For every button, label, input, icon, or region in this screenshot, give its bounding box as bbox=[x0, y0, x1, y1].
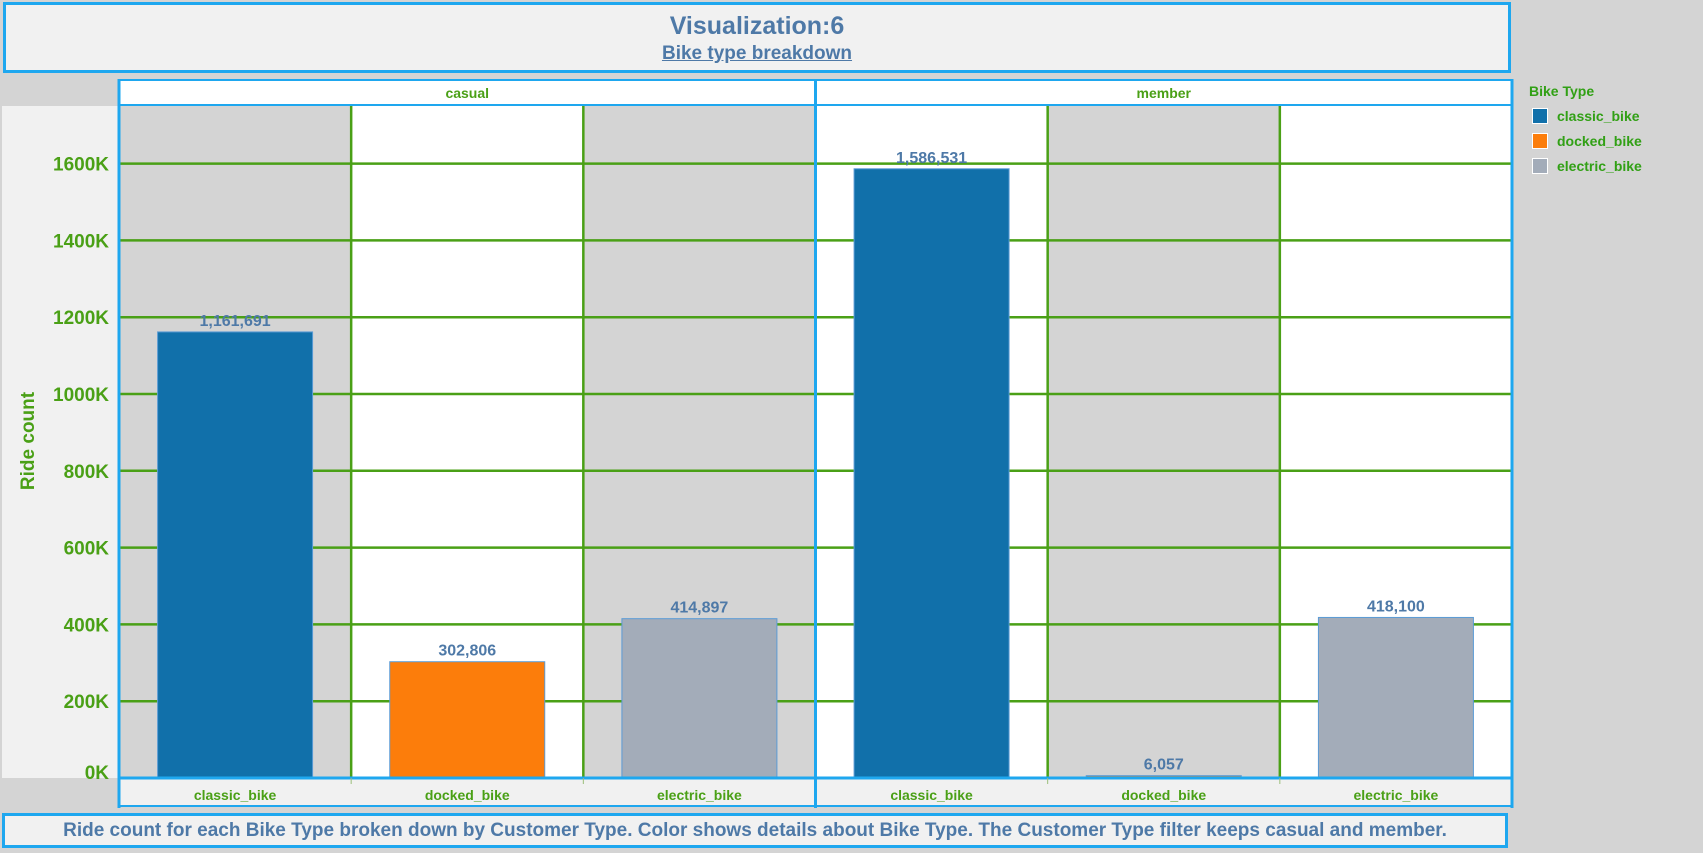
legend-swatch bbox=[1532, 157, 1548, 174]
panel-header-member: member bbox=[1137, 85, 1192, 101]
caption: Ride count for each Bike Type broken dow… bbox=[2, 813, 1508, 848]
x-tick-label: docked_bike bbox=[1121, 787, 1206, 803]
x-tick-label: docked_bike bbox=[425, 787, 510, 803]
title-panel: Visualization:6 Bike type breakdown bbox=[3, 2, 1511, 73]
legend-label: electric_bike bbox=[1557, 157, 1642, 174]
data-label: 1,161,691 bbox=[199, 313, 270, 330]
data-label: 302,806 bbox=[438, 643, 496, 660]
y-tick-label: 1200K bbox=[53, 308, 109, 329]
panel-header-casual: casual bbox=[445, 85, 489, 101]
x-tick-label: electric_bike bbox=[657, 787, 742, 803]
legend-item-classic-bike[interactable]: classic_bike bbox=[1529, 103, 1699, 128]
y-tick-label: 0K bbox=[85, 763, 110, 784]
data-label: 1,586,531 bbox=[896, 150, 967, 167]
legend-item-docked-bike[interactable]: docked_bike bbox=[1529, 128, 1699, 153]
y-tick-label: 1000K bbox=[53, 385, 109, 406]
bar-casual-classic_bike bbox=[157, 331, 314, 779]
data-label: 6,057 bbox=[1144, 757, 1184, 774]
legend-title: Bike Type bbox=[1529, 83, 1595, 99]
chart-title: Visualization:6 bbox=[669, 12, 845, 40]
y-axis-title: Ride count bbox=[18, 391, 39, 490]
y-tick-label: 1400K bbox=[53, 231, 109, 252]
chart-subtitle[interactable]: Bike type breakdown bbox=[661, 43, 853, 64]
column-band bbox=[1047, 106, 1280, 778]
legend-label: docked_bike bbox=[1557, 132, 1642, 149]
bar-member-electric_bike bbox=[1317, 616, 1474, 779]
x-tick-label: electric_bike bbox=[1353, 787, 1438, 803]
y-tick-label: 400K bbox=[64, 615, 110, 636]
data-label: 418,100 bbox=[1367, 598, 1425, 615]
legend: Bike Type classic_bike docked_bike elect… bbox=[1529, 83, 1699, 178]
legend-swatch bbox=[1532, 132, 1548, 149]
y-tick-label: 1600K bbox=[53, 155, 109, 176]
y-tick-label: 600K bbox=[64, 539, 110, 560]
y-tick-label: 800K bbox=[64, 462, 110, 483]
y-axis-area bbox=[2, 106, 119, 778]
panel-header-bg bbox=[815, 79, 1512, 105]
legend-label: classic_bike bbox=[1557, 107, 1640, 124]
x-tick-label: classic_bike bbox=[194, 787, 277, 803]
bar-member-classic_bike bbox=[853, 168, 1010, 779]
legend-item-electric-bike[interactable]: electric_bike bbox=[1529, 153, 1699, 178]
data-label: 414,897 bbox=[670, 600, 728, 617]
legend-swatch bbox=[1532, 107, 1548, 124]
bar-casual-docked_bike bbox=[389, 661, 546, 779]
y-tick-label: 200K bbox=[64, 692, 110, 713]
panel-header-bg bbox=[119, 79, 816, 105]
x-tick-label: classic_bike bbox=[890, 787, 973, 803]
bar-casual-electric_bike bbox=[621, 618, 778, 779]
